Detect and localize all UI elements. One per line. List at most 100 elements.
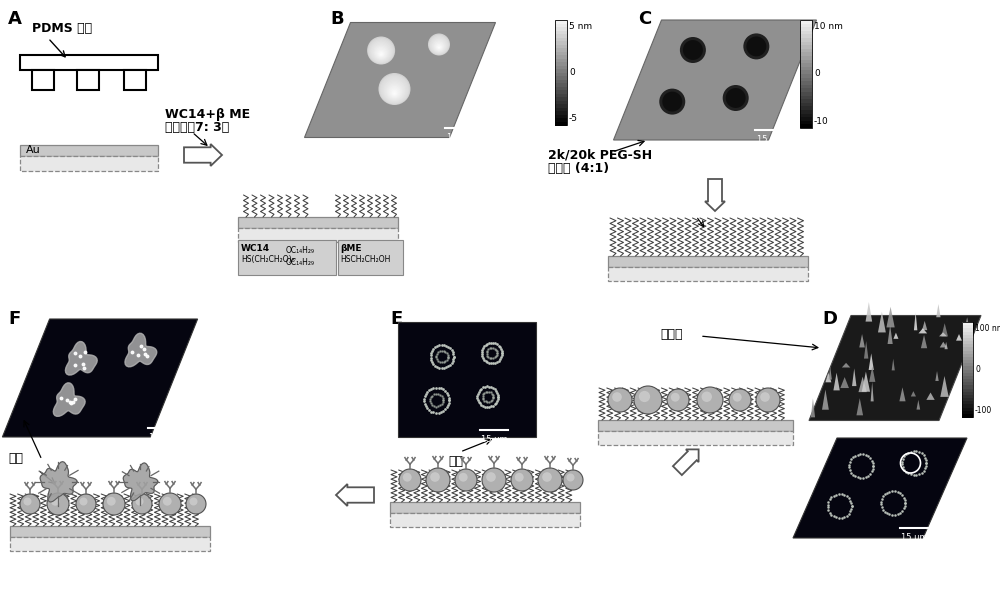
Polygon shape bbox=[921, 335, 927, 348]
Polygon shape bbox=[856, 398, 863, 415]
Text: 抗体: 抗体 bbox=[448, 455, 463, 468]
Bar bbox=[77, 70, 99, 90]
Circle shape bbox=[387, 85, 401, 98]
Text: 0: 0 bbox=[569, 68, 575, 77]
Bar bbox=[555, 27, 567, 31]
Polygon shape bbox=[40, 461, 77, 502]
Bar bbox=[20, 55, 158, 70]
Bar bbox=[598, 420, 793, 431]
Polygon shape bbox=[914, 312, 917, 330]
Circle shape bbox=[389, 87, 399, 97]
Polygon shape bbox=[926, 392, 935, 400]
Circle shape bbox=[723, 85, 749, 111]
Bar bbox=[800, 81, 812, 85]
Circle shape bbox=[683, 40, 703, 60]
Polygon shape bbox=[917, 400, 920, 410]
Bar bbox=[800, 70, 812, 74]
Bar bbox=[962, 373, 973, 376]
Circle shape bbox=[378, 73, 410, 105]
Text: -10: -10 bbox=[814, 117, 829, 126]
Text: 15 μm: 15 μm bbox=[447, 133, 473, 142]
Circle shape bbox=[380, 76, 408, 104]
Circle shape bbox=[667, 389, 689, 411]
Circle shape bbox=[431, 37, 447, 53]
Bar bbox=[10, 526, 210, 537]
Circle shape bbox=[433, 40, 445, 52]
Bar bbox=[962, 353, 973, 358]
Text: E: E bbox=[390, 310, 402, 328]
Polygon shape bbox=[866, 302, 872, 322]
Polygon shape bbox=[965, 317, 969, 325]
Bar bbox=[555, 104, 567, 108]
Bar bbox=[390, 513, 580, 527]
Bar bbox=[800, 20, 812, 128]
Polygon shape bbox=[614, 20, 816, 140]
Circle shape bbox=[132, 494, 152, 514]
Bar bbox=[238, 228, 398, 242]
Bar bbox=[800, 63, 812, 67]
Circle shape bbox=[370, 40, 392, 62]
Circle shape bbox=[47, 493, 69, 515]
Bar bbox=[555, 34, 567, 38]
Circle shape bbox=[103, 493, 125, 515]
Polygon shape bbox=[673, 449, 699, 475]
Circle shape bbox=[459, 473, 468, 482]
Circle shape bbox=[76, 494, 96, 514]
Circle shape bbox=[376, 48, 386, 58]
Circle shape bbox=[163, 497, 172, 506]
Circle shape bbox=[437, 45, 441, 49]
Bar bbox=[800, 121, 812, 125]
Bar bbox=[800, 113, 812, 118]
Bar bbox=[555, 20, 567, 125]
Circle shape bbox=[702, 392, 712, 402]
Circle shape bbox=[369, 39, 393, 63]
Circle shape bbox=[746, 37, 766, 56]
Bar bbox=[800, 85, 812, 89]
Bar bbox=[800, 88, 812, 92]
Polygon shape bbox=[858, 377, 867, 392]
Circle shape bbox=[385, 82, 403, 100]
Text: -100: -100 bbox=[975, 406, 992, 415]
Bar bbox=[962, 325, 973, 329]
Circle shape bbox=[733, 393, 742, 401]
Circle shape bbox=[608, 388, 632, 412]
Text: 5 nm: 5 nm bbox=[569, 22, 592, 31]
Circle shape bbox=[20, 494, 40, 514]
Bar bbox=[555, 52, 567, 55]
Text: 100 nm: 100 nm bbox=[975, 324, 1000, 333]
Text: 0: 0 bbox=[975, 365, 980, 374]
Text: 15 μm: 15 μm bbox=[149, 433, 175, 442]
Polygon shape bbox=[822, 389, 829, 410]
Bar bbox=[800, 92, 812, 96]
Bar bbox=[555, 41, 567, 45]
Bar bbox=[962, 385, 973, 389]
Bar bbox=[555, 20, 567, 24]
Bar bbox=[800, 106, 812, 110]
Circle shape bbox=[671, 393, 680, 401]
Bar bbox=[800, 56, 812, 60]
Circle shape bbox=[634, 386, 662, 414]
Bar bbox=[555, 48, 567, 52]
Text: 15 μm: 15 μm bbox=[481, 435, 507, 444]
Bar bbox=[555, 37, 567, 41]
Circle shape bbox=[383, 79, 405, 101]
Bar bbox=[555, 86, 567, 91]
Circle shape bbox=[438, 46, 440, 49]
Bar bbox=[800, 110, 812, 114]
Bar bbox=[555, 83, 567, 87]
Polygon shape bbox=[859, 334, 865, 347]
Bar bbox=[800, 95, 812, 100]
Circle shape bbox=[430, 472, 440, 482]
Text: C: C bbox=[638, 10, 651, 28]
Bar bbox=[555, 107, 567, 112]
Circle shape bbox=[371, 42, 391, 62]
Polygon shape bbox=[2, 319, 198, 437]
Circle shape bbox=[399, 469, 421, 491]
Circle shape bbox=[80, 497, 88, 505]
Circle shape bbox=[659, 89, 685, 115]
Polygon shape bbox=[892, 359, 895, 370]
Polygon shape bbox=[304, 22, 496, 137]
Bar bbox=[800, 52, 812, 56]
Circle shape bbox=[136, 497, 144, 505]
Bar bbox=[962, 322, 973, 417]
